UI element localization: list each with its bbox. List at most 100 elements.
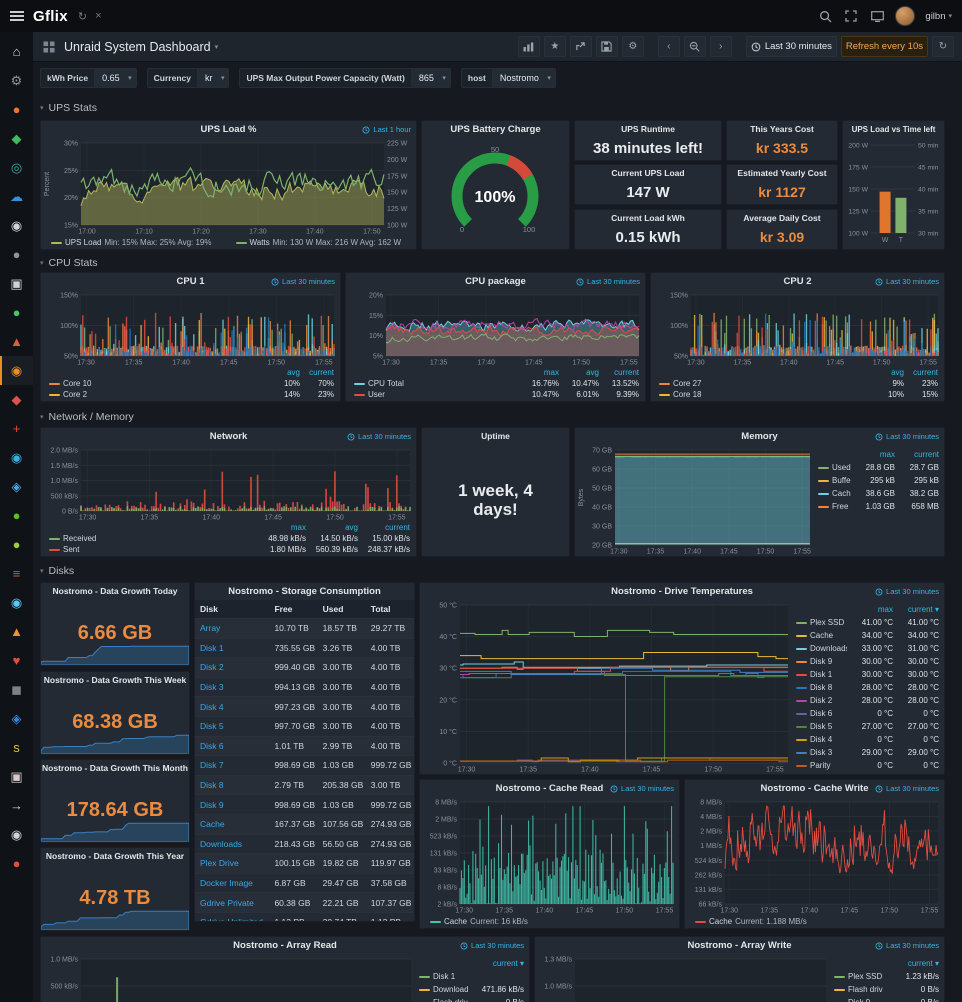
- cache_read-chart[interactable]: 8 MB/s 2 MB/s 523 kB/s 131 kB/s 33 kB/s 8 kB/…: [420, 797, 679, 915]
- sidebar-app-blue-2-icon[interactable]: ◈: [11, 478, 22, 494]
- legend-column-header[interactable]: current: [309, 368, 334, 377]
- ups_current_load-title[interactable]: Current UPS Load: [611, 168, 685, 178]
- sidebar-app-orange-2-icon[interactable]: ▲: [10, 334, 23, 349]
- sidebar-app-red-shield-icon[interactable]: ◆: [11, 391, 22, 407]
- sidebar-app-flame-icon[interactable]: ▲: [10, 624, 23, 639]
- growth_month-title[interactable]: Nostromo - Data Growth This Month: [42, 763, 188, 773]
- legend-column-header[interactable]: current: [385, 523, 410, 532]
- legend-item[interactable]: Cache Current: 1.188 MB/s: [695, 917, 934, 926]
- array_write-timerange[interactable]: Last 30 minutes: [875, 941, 939, 950]
- legend-item[interactable]: UPS Load Min: 15% Max: 25% Avg: 19%: [51, 238, 222, 247]
- cache_write-title[interactable]: Nostromo - Cache Write: [760, 783, 869, 794]
- growth_year-title[interactable]: Nostromo - Data Growth This Year: [45, 851, 185, 861]
- legend-series-toggle[interactable]: Disk 2: [796, 696, 847, 705]
- legend-series-toggle[interactable]: Disk 6: [796, 709, 847, 718]
- dashboard-picker-icon[interactable]: [41, 39, 57, 55]
- legend-series-toggle[interactable]: Sent: [49, 545, 254, 554]
- ups_load_vs_time-title[interactable]: UPS Load vs Time left: [851, 125, 936, 134]
- variable-2[interactable]: UPS Max Output Power Capacity (Watt) 865: [239, 68, 451, 88]
- dashboard-title[interactable]: Unraid System Dashboard: [64, 39, 211, 54]
- row-header-ups[interactable]: ▾ UPS Stats: [40, 100, 952, 115]
- sidebar-app-leaf-icon[interactable]: ●: [12, 537, 21, 552]
- legend-series-toggle[interactable]: Disk 9: [834, 998, 883, 1002]
- cpu_package-timerange[interactable]: Last 30 minutes: [576, 277, 640, 286]
- sidebar-app-green-icon[interactable]: ◆: [11, 130, 22, 146]
- fullscreen-icon[interactable]: [843, 8, 859, 24]
- legend-column-header[interactable]: avg: [586, 368, 599, 377]
- sidebar-app-teal-icon[interactable]: ◎: [10, 159, 23, 175]
- row-header-disks[interactable]: ▾ Disks: [40, 563, 952, 578]
- array_write-title[interactable]: Nostromo - Array Write: [687, 940, 792, 951]
- legend-column-header[interactable]: max: [877, 605, 893, 614]
- cache_read-timerange[interactable]: Last 30 minutes: [610, 784, 674, 793]
- sidebar-app-cloud-icon[interactable]: ☁: [10, 188, 23, 204]
- sidebar-app-lightblue-icon[interactable]: ◉: [10, 594, 23, 610]
- sidebar-app-building-icon[interactable]: ▣: [10, 768, 23, 784]
- app-logo[interactable]: Gflix: [33, 7, 68, 25]
- legend-series-toggle[interactable]: Disk 8: [796, 683, 847, 692]
- cache_write-chart[interactable]: 8 MB/s 4 MB/s 2 MB/s 1 MB/s 524 kB/s 262 kB/s…: [685, 797, 944, 915]
- dashboard-dropdown-icon[interactable]: ▾: [214, 43, 219, 51]
- cpu1-timerange[interactable]: Last 30 minutes: [271, 277, 335, 286]
- column-header[interactable]: Disk: [195, 600, 270, 619]
- legend-series-toggle[interactable]: Received: [49, 534, 254, 543]
- legend-series-toggle[interactable]: Downloads: [419, 985, 468, 994]
- legend-series-toggle[interactable]: Disk 9: [796, 657, 847, 666]
- legend-series-toggle[interactable]: Disk 4: [796, 735, 847, 744]
- legend-series-toggle[interactable]: Core 27: [659, 379, 870, 388]
- cache_read-title[interactable]: Nostromo - Cache Read: [495, 783, 604, 794]
- legend-series-toggle[interactable]: Free: [818, 502, 851, 511]
- sidebar-github-icon[interactable]: ◉: [10, 826, 23, 842]
- ups_load_kwh-title[interactable]: Current Load kWh: [611, 213, 685, 223]
- legend-column-header[interactable]: max: [290, 523, 306, 532]
- growth_week-title[interactable]: Nostromo - Data Growth This Week: [43, 675, 187, 685]
- cpu_package-title[interactable]: CPU package: [465, 276, 526, 287]
- variable-value-dropdown[interactable]: 0.65: [94, 68, 137, 88]
- sidebar-app-eye-icon[interactable]: ◉: [10, 449, 23, 465]
- ups_load-title[interactable]: UPS Load %: [200, 124, 257, 135]
- legend-column-header[interactable]: max: [543, 368, 559, 377]
- legend-column-header[interactable]: current ▾: [907, 605, 939, 614]
- sidebar-home-icon[interactable]: ⌂: [12, 44, 21, 59]
- user-avatar[interactable]: [895, 6, 916, 26]
- sidebar-app-red-3-icon[interactable]: ●: [12, 856, 21, 871]
- cache_write-timerange[interactable]: Last 30 minutes: [875, 784, 939, 793]
- cost_estimated-title[interactable]: Estimated Yearly Cost: [737, 168, 827, 178]
- cpu1-chart[interactable]: 150% 100% 50%17:30 17:35 17:40 17:45 17:50 17:5…: [41, 290, 340, 367]
- legend-column-header[interactable]: avg: [891, 368, 904, 377]
- cpu2-timerange[interactable]: Last 30 minutes: [875, 277, 939, 286]
- refresh-icon[interactable]: ↻: [932, 36, 954, 57]
- legend-series-toggle[interactable]: Buffered: [818, 476, 851, 485]
- legend-series-toggle[interactable]: Cache: [796, 631, 847, 640]
- sidebar-app-lazy-icon[interactable]: ◼: [11, 681, 22, 697]
- legend-series-toggle[interactable]: Core 10: [49, 379, 266, 388]
- legend-series-toggle[interactable]: Flash drive: [419, 998, 468, 1002]
- legend-series-toggle[interactable]: Parity: [796, 761, 847, 770]
- legend-series-toggle[interactable]: Disk 1: [796, 670, 847, 679]
- legend-item[interactable]: Cache Current: 16 kB/s: [430, 917, 669, 926]
- legend-series-toggle[interactable]: Disk 3: [796, 748, 847, 757]
- variable-value-dropdown[interactable]: Nostromo: [491, 68, 556, 88]
- sidebar-app-drop-icon[interactable]: ◈: [11, 710, 22, 726]
- growth_today-title[interactable]: Nostromo - Data Growth Today: [52, 586, 178, 596]
- storage-title[interactable]: Nostromo - Storage Consumption: [228, 586, 381, 597]
- sidebar-app-green-2-icon[interactable]: ●: [12, 305, 21, 320]
- column-header[interactable]: Total: [365, 600, 414, 619]
- legend-series-toggle[interactable]: Used: [818, 463, 851, 472]
- cycle-dashboards-icon[interactable]: ↻: [77, 10, 88, 23]
- drive_temps-chart[interactable]: 50 °C 40 °C 30 °C 20 °C 10 °C 0 °C17:30 17:35 1…: [420, 600, 794, 774]
- sidebar-app-green-3-icon[interactable]: ●: [12, 508, 21, 523]
- zoom-out-icon[interactable]: [683, 36, 706, 57]
- refresh-interval-picker[interactable]: Refresh every 10s: [840, 36, 928, 57]
- chevron-left-icon[interactable]: ‹: [657, 36, 680, 57]
- sidebar-app-unraid-icon[interactable]: ●: [12, 102, 21, 117]
- legend-item[interactable]: Watts Min: 130 W Max: 216 W Avg: 162 W: [235, 238, 407, 247]
- save-button[interactable]: [595, 36, 618, 57]
- variable-1[interactable]: Currency kr: [146, 68, 230, 88]
- ups_runtime-title[interactable]: UPS Runtime: [621, 124, 675, 134]
- array_read-timerange[interactable]: Last 30 minutes: [460, 941, 524, 950]
- cost_year-title[interactable]: This Years Cost: [750, 124, 814, 134]
- legend-series-toggle[interactable]: Disk 5: [796, 722, 847, 731]
- uptime-title[interactable]: Uptime: [481, 431, 510, 441]
